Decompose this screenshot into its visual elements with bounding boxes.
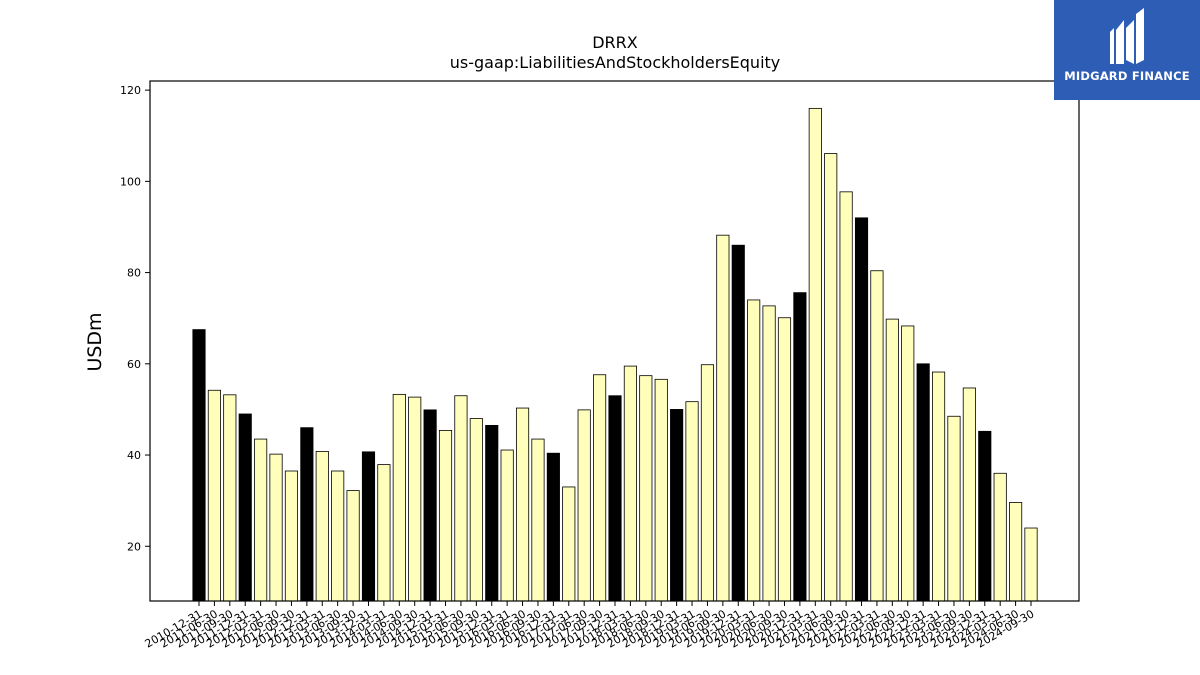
bar-2012-12-31 (300, 427, 314, 602)
bar-2015-09-30 (469, 418, 483, 602)
y-tick-label: 20 (127, 540, 141, 553)
bar-2014-06-30 (392, 393, 406, 602)
bar-2024-03-31 (993, 472, 1007, 602)
bar-2021-12-31 (854, 217, 869, 602)
bar-2014-09-30 (408, 396, 422, 602)
bar-2020-12-31 (793, 292, 807, 602)
bar-2023-09-30 (962, 387, 976, 602)
bar-2016-12-31 (546, 452, 560, 602)
bar-2020-09-30 (777, 317, 792, 602)
bar-2018-09-30 (654, 378, 668, 602)
bar-2019-03-31 (685, 401, 699, 602)
bar-2016-09-30 (531, 438, 545, 602)
bar-2018-12-31 (670, 409, 684, 602)
bar-2020-06-30 (762, 305, 776, 602)
x-axis: 2010-12-312011-06-302011-09-302011-12-31… (143, 601, 1037, 651)
y-axis-label: USDm (84, 312, 106, 371)
y-tick-label: 120 (120, 84, 141, 97)
chart-subtitle: us-gaap:LiabilitiesAndStockholdersEquity (450, 53, 781, 72)
bar-2022-06-30 (885, 318, 899, 602)
bar-2013-12-31 (361, 451, 376, 602)
bar-2017-06-30 (577, 409, 591, 602)
bar-2011-12-31 (238, 413, 252, 602)
y-tick-label: 60 (127, 358, 141, 371)
bar-2019-09-30 (716, 234, 730, 602)
bar-2011-09-30 (223, 394, 237, 602)
y-tick-label: 100 (120, 175, 141, 188)
bar-2015-06-30 (454, 395, 468, 602)
bar-2020-03-31 (747, 299, 761, 602)
bar-2018-06-30 (639, 375, 653, 602)
bar-2021-09-30 (839, 191, 853, 602)
bar-2013-06-30 (331, 470, 345, 602)
y-axis: 20 40 60 80 100 120 (120, 84, 150, 553)
brand-name: MIDGARD FINANCE (1064, 69, 1190, 83)
bar-2022-03-31 (870, 270, 884, 602)
bar-2012-09-30 (284, 470, 299, 602)
y-tick-label: 80 (127, 267, 141, 280)
bar-2017-03-31 (562, 486, 576, 602)
bar-2010-12-31 (192, 329, 206, 602)
bars-group (192, 107, 1038, 602)
bar-2018-03-31 (623, 365, 637, 602)
bar-2016-06-30 (515, 407, 530, 602)
y-tick-label: 40 (127, 449, 141, 462)
bar-2014-03-31 (377, 464, 391, 602)
bar-2019-12-31 (731, 244, 745, 602)
bar-2022-09-30 (901, 325, 915, 602)
bar-2017-12-31 (608, 395, 622, 602)
bar-2015-03-31 (438, 429, 453, 602)
bar-2011-06-30 (207, 389, 221, 602)
bar-2022-12-31 (916, 363, 930, 602)
bar-2014-12-31 (423, 409, 437, 602)
bar-2023-12-31 (978, 430, 992, 602)
bar-2024-06-30 (1009, 502, 1023, 602)
bar-2023-06-30 (947, 415, 961, 602)
plot-frame (149, 80, 1080, 602)
bar-2021-06-30 (824, 153, 838, 602)
brand-logo: MIDGARD FINANCE (1054, 0, 1200, 100)
bar-2019-06-30 (700, 364, 715, 602)
midgard-mark-icon (1110, 8, 1144, 64)
bar-2013-03-31 (315, 450, 329, 602)
bar-2013-09-30 (346, 490, 360, 602)
bar-2012-06-30 (269, 453, 283, 602)
bar-2023-03-31 (931, 371, 946, 602)
bar-2024-09-30 (1024, 527, 1038, 602)
bar-2012-03-31 (254, 438, 268, 602)
chart-title: DRRX (592, 33, 638, 52)
bar-2017-09-30 (593, 374, 607, 602)
bar-2015-12-31 (485, 424, 499, 602)
bar-2016-03-31 (500, 449, 514, 602)
bar-2021-03-31 (808, 107, 822, 602)
